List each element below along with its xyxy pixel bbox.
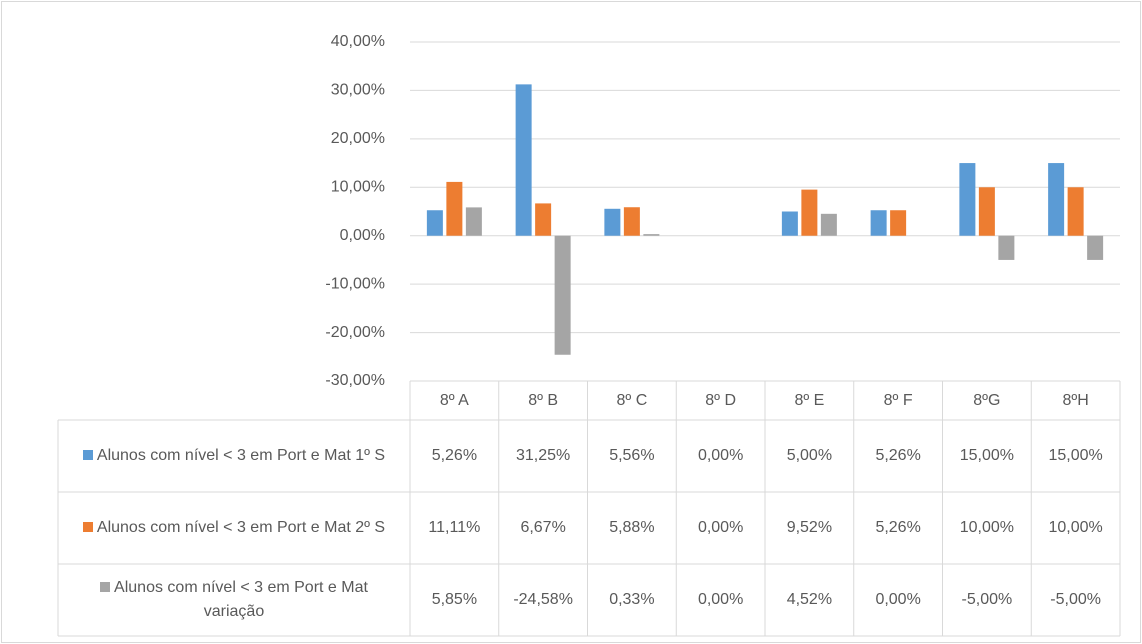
y-tick-label: 30,00% [331, 82, 385, 99]
bar [978, 187, 995, 236]
bar [465, 207, 482, 236]
legend-cell: Alunos com nível < 3 em Port e Mat 1º S [58, 420, 410, 492]
legend-cell: Alunos com nível < 3 em Port e Mat varia… [58, 564, 410, 636]
y-tick-label: -10,00% [325, 275, 385, 292]
bar [535, 203, 552, 236]
bar [801, 189, 818, 236]
table-value: 0,00% [697, 519, 744, 536]
x-tick-label: 8º E [794, 392, 824, 409]
table-value: -5,00% [1050, 591, 1101, 608]
table-value: 15,00% [1048, 447, 1103, 464]
bar [426, 210, 443, 236]
table-value: -24,58% [513, 591, 573, 608]
table-value: 0,00% [875, 591, 921, 608]
bar [643, 234, 660, 236]
y-tick-label: 0,00% [340, 227, 385, 244]
x-tick-label: 8º C [617, 392, 648, 409]
table-value: 0,00% [697, 591, 744, 608]
y-tick-label: -30,00% [325, 372, 385, 389]
bar [604, 208, 621, 236]
table-value: 31,25% [515, 447, 571, 464]
table-value: 11,11% [428, 519, 481, 536]
table-value: 5,00% [786, 447, 833, 464]
table-value: 5,56% [609, 447, 655, 464]
bar [959, 163, 976, 236]
y-tick-label: 40,00% [331, 33, 385, 50]
x-tick-label: 8º A [440, 392, 469, 409]
bar [554, 235, 571, 355]
y-tick-label: 20,00% [331, 130, 385, 147]
x-tick-label: 8º F [884, 392, 913, 409]
bar [1048, 163, 1065, 236]
y-tick-label: -20,00% [325, 324, 385, 341]
legend-entry: Alunos com nível < 3 em Port e Mat 2º S [82, 516, 386, 540]
bar [1067, 187, 1084, 236]
bar [820, 213, 837, 236]
table-value: 5,85% [431, 591, 478, 608]
table-value: 5,26% [875, 519, 921, 536]
table-value: 0,33% [609, 591, 655, 608]
table-value: 5,88% [609, 519, 655, 536]
table-value: 6,67% [520, 519, 566, 536]
legend-label: Alunos com nível < 3 em Port e Mat varia… [114, 579, 368, 620]
bar [890, 210, 907, 236]
table-value: 4,52% [786, 591, 833, 608]
y-tick-label: 10,00% [331, 179, 385, 196]
legend-entry: Alunos com nível < 3 em Port e Mat 1º S [82, 444, 386, 468]
table-value: 0,00% [697, 447, 744, 464]
legend-label: Alunos com nível < 3 em Port e Mat 1º S [96, 447, 386, 464]
legend-entry: Alunos com nível < 3 em Port e Mat varia… [68, 576, 400, 624]
table-value: 5,26% [431, 447, 478, 464]
bar [446, 181, 463, 236]
table-value: 10,00% [1048, 519, 1103, 536]
x-tick-label: 8ºG [973, 392, 1000, 409]
legend-swatch [100, 582, 111, 592]
bar [998, 235, 1015, 260]
x-tick-label: 8º B [528, 392, 558, 409]
table-value: 15,00% [959, 447, 1014, 464]
x-tick-label: 8º D [705, 392, 736, 409]
bar [1087, 235, 1104, 260]
table-value: 9,52% [786, 519, 833, 536]
bar [623, 207, 640, 236]
legend-label: Alunos com nível < 3 em Port e Mat 2º S [96, 519, 386, 536]
table-value: -5,00% [961, 591, 1013, 608]
legend-swatch [82, 450, 93, 460]
table-value: 10,00% [959, 519, 1014, 536]
legend-cell: Alunos com nível < 3 em Port e Mat 2º S [58, 492, 410, 564]
x-tick-label: 8ºH [1062, 392, 1088, 409]
table-value: 5,26% [875, 447, 921, 464]
bar [781, 211, 798, 236]
legend-swatch [82, 522, 93, 532]
bar [515, 84, 532, 236]
bar [870, 210, 887, 236]
